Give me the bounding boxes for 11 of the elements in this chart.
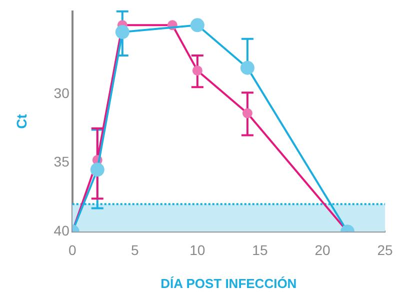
y-tick-label: 35	[54, 154, 70, 170]
x-axis-title: DÍA POST INFECCIÓN	[160, 276, 297, 291]
x-tick-label: 15	[252, 242, 268, 258]
y-tick-label: 30	[54, 84, 70, 101]
x-tick-label: 10	[190, 242, 206, 258]
x-tick-label: 0	[68, 242, 76, 258]
y-tick-label: 40	[54, 222, 70, 238]
x-tick-label: 20	[314, 242, 330, 258]
x-tick-label: 5	[131, 242, 139, 258]
x-tick-label: 25	[377, 242, 393, 258]
y-axis-title: Ct	[13, 114, 30, 129]
